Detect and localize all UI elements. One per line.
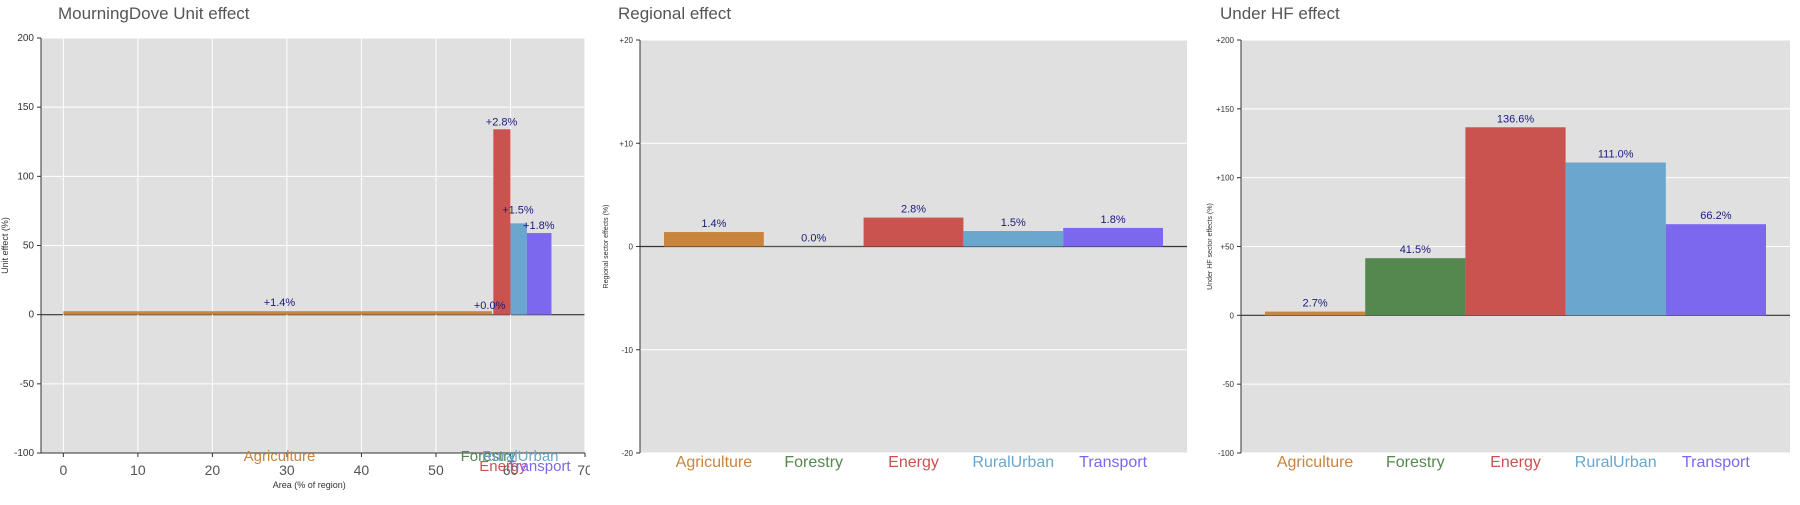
y-tick-label: +200 (1216, 36, 1235, 45)
y-tick-label: -20 (621, 449, 633, 458)
bar-forestry (491, 313, 494, 315)
category-label-energy: Energy (479, 458, 527, 475)
y-axis-label: Unit effect (%) (0, 217, 10, 274)
under-hf-effect-chart: -100 -50 0 +50 +100 +150 +200 Under HF sector e… (1207, 36, 1790, 471)
value-label-forestry: 41.5% (1400, 244, 1431, 256)
y-tick-label: 0 (28, 310, 34, 321)
bar-ruralurban (963, 231, 1064, 247)
unit-effect-chart: -100 -50 0 50 100 150 200 Unit effect (%) 0 10 20 3… (0, 33, 593, 490)
y-tick-label: -50 (1222, 380, 1234, 389)
bar-agriculture (664, 232, 764, 247)
x-tick-label: 60 (503, 462, 519, 478)
value-label-transport: 1.8% (1101, 214, 1126, 226)
unit-effect-panel: MourningDove Unit effect -100 -50 0 50 100 15… (0, 0, 593, 500)
bar-ruralurban (1565, 162, 1666, 316)
category-label-energy: Energy (888, 454, 939, 471)
y-tick-label: -100 (14, 448, 34, 459)
regional-effect-title: Regional effect (618, 4, 732, 23)
bar-energy (863, 217, 964, 247)
value-label-forestry: +0.0% (474, 300, 506, 312)
bar-agriculture (63, 311, 492, 315)
y-tick-label: 100 (17, 171, 34, 182)
bar-forestry (1365, 258, 1466, 316)
x-tick-label: 0 (59, 462, 67, 478)
y-axis-label: Regional sector effects (%) (603, 205, 610, 289)
category-label-ruralurban: RuralUrban (1575, 454, 1657, 471)
category-label-agriculture: Agriculture (676, 454, 753, 471)
y-tick-label: -10 (621, 346, 633, 355)
y-tick-label: 150 (17, 102, 34, 113)
bar-transport (1665, 224, 1766, 316)
y-tick-label: -50 (20, 379, 35, 390)
y-tick-label: +10 (619, 139, 633, 148)
bar-ruralurban (510, 223, 527, 315)
x-tick-label: 40 (354, 462, 370, 478)
bar-forestry (763, 246, 864, 247)
y-tick-label: +20 (619, 36, 633, 45)
value-label-transport: +1.8% (523, 220, 555, 232)
under-hf-effect-panel: Under HF effect -100 -50 0 +50 +100 +150 +200 U… (1200, 0, 1800, 500)
y-tick-label: 0 (629, 243, 634, 252)
category-label-ruralurban: RuralUrban (482, 448, 559, 465)
bar-energy (1465, 127, 1566, 316)
value-label-forestry: 0.0% (801, 233, 826, 245)
category-label-forestry: Forestry (784, 454, 843, 471)
value-label-ruralurban: +1.5% (502, 204, 534, 216)
y-tick-label: +150 (1216, 105, 1235, 114)
value-label-agriculture: 1.4% (701, 218, 726, 230)
category-label-agriculture: Agriculture (244, 448, 316, 465)
value-label-agriculture: 2.7% (1303, 298, 1328, 310)
y-tick-label: +100 (1216, 174, 1235, 183)
y-tick-label: 0 (1230, 311, 1235, 320)
y-tick-label: 200 (17, 33, 34, 44)
bar-energy (493, 129, 511, 315)
bar-agriculture (1265, 311, 1366, 316)
y-axis-label: Under HF sector effects (%) (1207, 203, 1214, 290)
unit-effect-title: MourningDove Unit effect (58, 4, 250, 23)
x-axis-label: Area (% of region) (273, 480, 346, 490)
x-tick-label: 50 (428, 462, 444, 478)
under-hf-effect-title: Under HF effect (1220, 4, 1340, 23)
category-label-forestry: Forestry (461, 448, 517, 465)
y-tick-label: 50 (23, 241, 35, 252)
value-label-agriculture: +1.4% (264, 297, 296, 309)
x-tick-label: 30 (279, 462, 295, 478)
value-label-ruralurban: 111.0% (1598, 149, 1634, 161)
category-label-transport: Transport (507, 458, 571, 475)
bar-transport (1063, 227, 1163, 247)
category-label-forestry: Forestry (1386, 454, 1445, 471)
value-label-energy: 2.8% (901, 204, 926, 216)
category-label-energy: Energy (1490, 454, 1541, 471)
value-label-transport: 66.2% (1700, 210, 1731, 222)
bar-transport (526, 233, 552, 315)
x-tick-label: 10 (130, 462, 146, 478)
value-label-energy: 136.6% (1497, 113, 1535, 125)
regional-effect-chart: -20 -10 0 +10 +20 Regional sector effects (%)… (603, 36, 1187, 471)
x-tick-label: 70 (577, 462, 590, 478)
category-label-ruralurban: RuralUrban (972, 454, 1054, 471)
value-label-ruralurban: 1.5% (1001, 217, 1026, 229)
category-label-agriculture: Agriculture (1277, 454, 1354, 471)
x-tick-label: 20 (205, 462, 221, 478)
y-tick-label: -100 (1218, 449, 1235, 458)
value-label-energy: +2.8% (486, 116, 518, 128)
y-tick-label: +50 (1220, 243, 1234, 252)
category-label-transport: Transport (1682, 454, 1750, 471)
regional-effect-panel: Regional effect -20 -10 0 +10 +20 Regional se… (600, 0, 1200, 500)
category-label-transport: Transport (1079, 454, 1147, 471)
